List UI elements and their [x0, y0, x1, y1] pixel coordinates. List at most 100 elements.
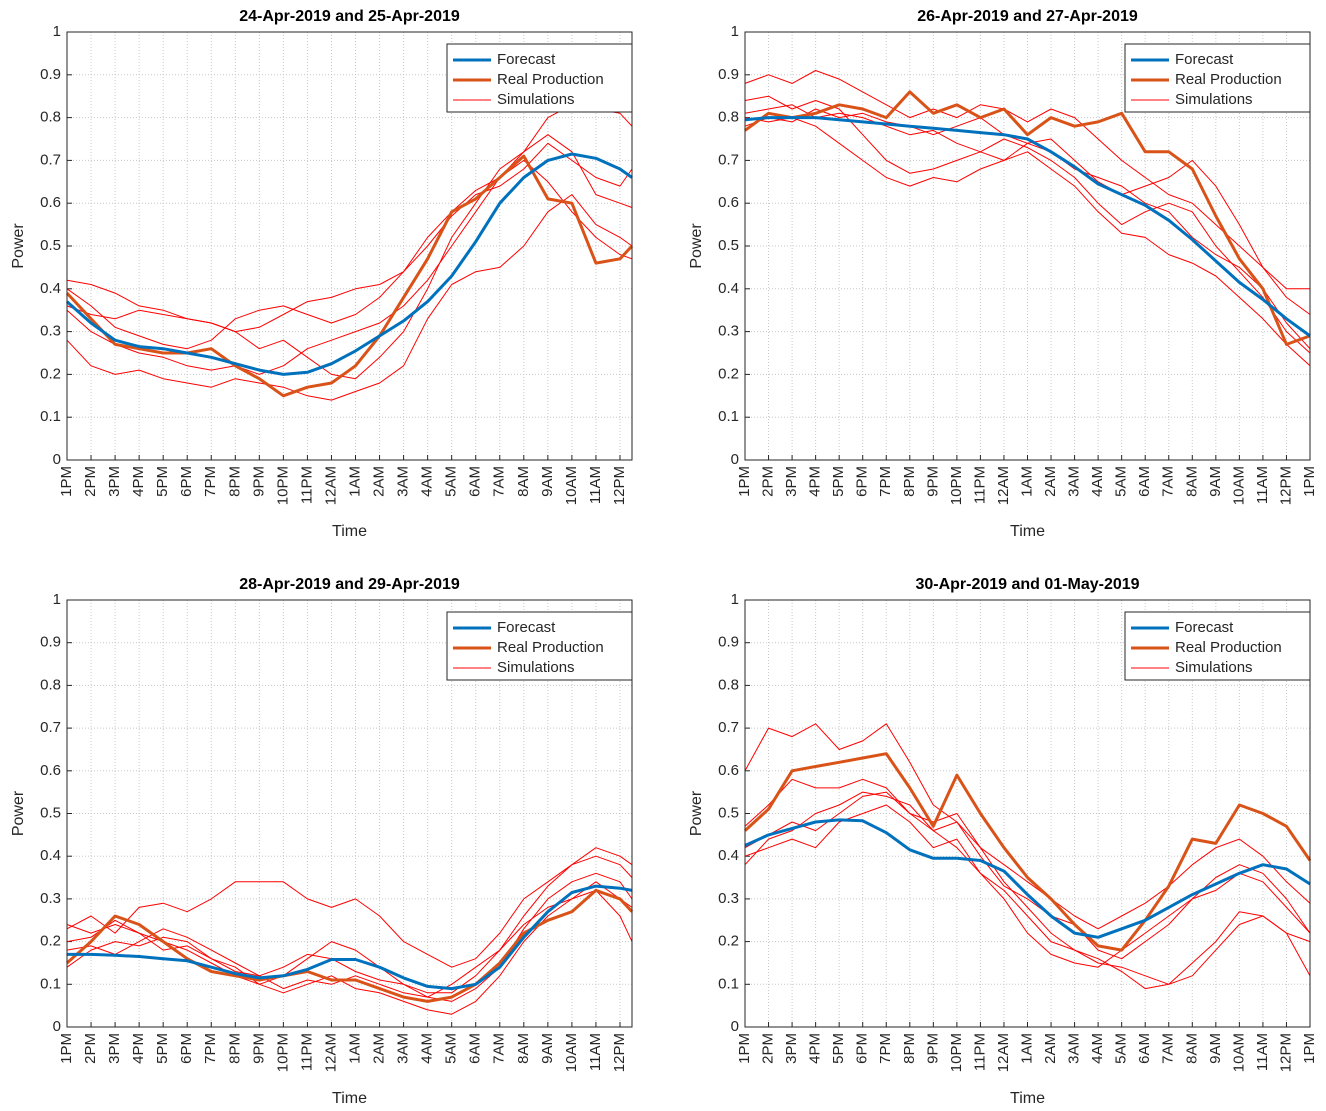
x-tick-label: 7AM	[491, 466, 508, 497]
x-tick-label: 1PM	[58, 1033, 75, 1064]
chart-title: 28-Apr-2019 and 29-Apr-2019	[239, 576, 460, 593]
x-tick-label: 11AM	[1254, 466, 1271, 504]
x-tick-label: 5AM	[1113, 466, 1130, 497]
y-tick-label: 0.4	[718, 280, 739, 297]
x-tick-label: 11AM	[587, 1033, 604, 1071]
x-tick-label: 11PM	[298, 466, 315, 504]
x-tick-label: 8PM	[901, 466, 918, 497]
legend-box	[1124, 43, 1311, 113]
series-line	[65, 154, 634, 398]
x-tick-label: 8AM	[1183, 1033, 1200, 1064]
chart-title: 30-Apr-2019 and 01-May-2019	[915, 576, 1139, 593]
series-line	[744, 818, 1311, 939]
y-tick-label: 0.9	[718, 66, 739, 83]
y-axis-label: Power	[688, 223, 705, 269]
x-tick-label: 1PM	[58, 466, 75, 497]
x-tick-label: 2PM	[82, 466, 99, 497]
x-tick-label: 4AM	[419, 466, 436, 497]
x-tick-label: 7PM	[202, 1033, 219, 1064]
simulation-line	[66, 104, 633, 333]
x-tick-label: 7AM	[1160, 1033, 1177, 1064]
x-tick-label: 3PM	[783, 466, 800, 497]
simulation-line	[66, 194, 633, 401]
axes-frame	[66, 599, 633, 1028]
chart-title: 26-Apr-2019 and 27-Apr-2019	[917, 8, 1138, 25]
y-tick-label: 0.6	[40, 762, 61, 779]
x-tick-label: 6PM	[854, 466, 871, 497]
simulation-line	[66, 847, 633, 968]
x-tick-label: 10PM	[274, 1033, 291, 1072]
y-tick-label: 0.3	[718, 890, 739, 907]
x-tick-label: 4AM	[419, 1033, 436, 1064]
x-tick-label: 1PM	[1301, 466, 1318, 497]
y-tick-label: 1	[731, 591, 739, 608]
y-tick-label: 0.2	[718, 933, 739, 950]
y-tick-label: 0.5	[718, 237, 739, 254]
simulation-line	[66, 872, 633, 1002]
x-tick-label: 8PM	[226, 466, 243, 497]
x-tick-label: 5PM	[154, 1033, 171, 1064]
x-tick-label: 5AM	[1113, 1033, 1130, 1064]
x-tick-label: 5PM	[154, 466, 171, 497]
y-tick-label: 0.8	[40, 676, 61, 693]
y-tick-label: 0.1	[40, 408, 61, 425]
x-tick-label: 7PM	[877, 466, 894, 497]
simulation-line	[66, 134, 633, 380]
x-tick-label: 4PM	[807, 1033, 824, 1064]
x-tick-label: 7AM	[1160, 466, 1177, 497]
legend-label: Simulations	[1175, 91, 1253, 108]
x-tick-label: 8AM	[515, 1033, 532, 1064]
x-tick-label: 2PM	[760, 1033, 777, 1064]
x-tick-label: 6PM	[854, 1033, 871, 1064]
x-tick-label: 10AM	[563, 466, 580, 505]
simulation-line	[744, 804, 1311, 990]
x-tick-label: 12AM	[322, 1033, 339, 1072]
y-tick-label: 0.5	[718, 804, 739, 821]
x-tick-label: 6AM	[1136, 466, 1153, 497]
series-line	[743, 752, 1312, 952]
x-tick-label: 9PM	[924, 466, 941, 497]
x-tick-label: 2AM	[371, 1033, 388, 1064]
x-tick-label: 2PM	[760, 466, 777, 497]
y-axis-label: Power	[688, 790, 705, 836]
series-line	[744, 90, 1311, 346]
y-tick-label: 0.8	[40, 109, 61, 126]
y-tick-label: 0.1	[718, 408, 739, 425]
legend: Forecast Real Production Simulations	[1124, 43, 1311, 113]
x-tick-label: 7PM	[877, 1033, 894, 1064]
x-tick-label: 11AM	[587, 466, 604, 504]
x-axis-label: Time	[332, 1090, 367, 1107]
x-tick-label: 5PM	[830, 466, 847, 497]
simulation-line	[744, 108, 1311, 350]
x-tick-label: 9AM	[1207, 1033, 1224, 1064]
legend-label: Forecast	[497, 51, 556, 68]
x-tick-label: 5AM	[443, 1033, 460, 1064]
x-axis-label: Time	[1010, 523, 1045, 540]
simulation-line	[66, 142, 633, 350]
y-tick-label: 0	[53, 1018, 61, 1035]
x-tick-label: 9AM	[539, 1033, 556, 1064]
legend-label: Real Production	[497, 71, 604, 88]
axes-frame	[744, 31, 1311, 461]
x-tick-label: 3AM	[395, 1033, 412, 1064]
x-tick-label: 2AM	[1042, 1033, 1059, 1064]
y-tick-label: 1	[731, 23, 739, 40]
y-axis-label: Power	[10, 790, 27, 836]
x-tick-label: 11PM	[298, 1033, 315, 1071]
y-tick-label: 0.3	[40, 323, 61, 340]
x-tick-label: 5AM	[443, 466, 460, 497]
axes-frame	[66, 31, 633, 461]
x-tick-label: 12PM	[611, 1033, 628, 1072]
x-tick-label: 3AM	[1066, 466, 1083, 497]
axes-frame	[744, 599, 1311, 1028]
legend-box	[446, 611, 633, 681]
simulation-line	[744, 70, 1310, 290]
x-tick-label: 11PM	[971, 1033, 988, 1071]
x-tick-label: 3PM	[106, 466, 123, 497]
y-tick-label: 0.9	[40, 66, 61, 83]
x-tick-label: 9PM	[250, 466, 267, 497]
y-axis-label: Power	[10, 223, 27, 269]
